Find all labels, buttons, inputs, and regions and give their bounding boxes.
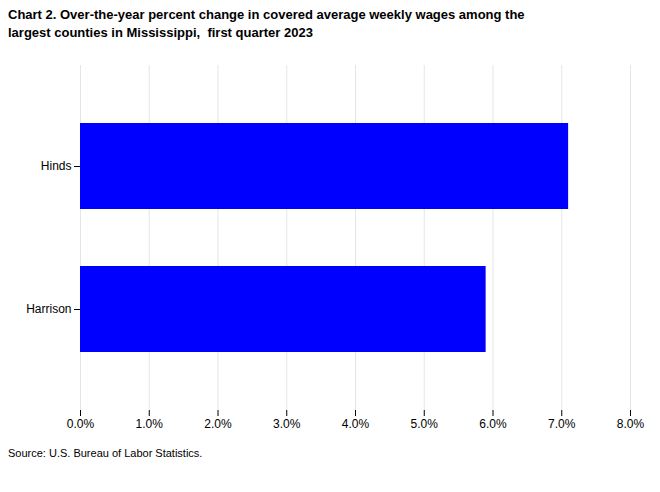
svg-text:8.0%: 8.0% bbox=[617, 417, 645, 431]
html-text:Chart 2. Over-the-year percent: Chart 2. Over-the-year percent change in… bbox=[8, 7, 525, 40]
svg-text:4.0%: 4.0% bbox=[342, 417, 370, 431]
svg-text:7.0%: 7.0% bbox=[548, 417, 576, 431]
svg-text:0.0%: 0.0% bbox=[67, 417, 95, 431]
svg-text:5.0%: 5.0% bbox=[411, 417, 439, 431]
svg-text:Hinds: Hinds bbox=[41, 159, 72, 173]
svg-text:1.0%: 1.0% bbox=[136, 417, 164, 431]
html-text:Source: U.S. Bureau of Labor S: Source: U.S. Bureau of Labor Statistics. bbox=[8, 447, 203, 460]
svg-text:3.0%: 3.0% bbox=[273, 417, 301, 431]
svg-text:2.0%: 2.0% bbox=[204, 417, 232, 431]
svg-text:Harrison: Harrison bbox=[26, 302, 71, 316]
svg-text:6.0%: 6.0% bbox=[479, 417, 507, 431]
